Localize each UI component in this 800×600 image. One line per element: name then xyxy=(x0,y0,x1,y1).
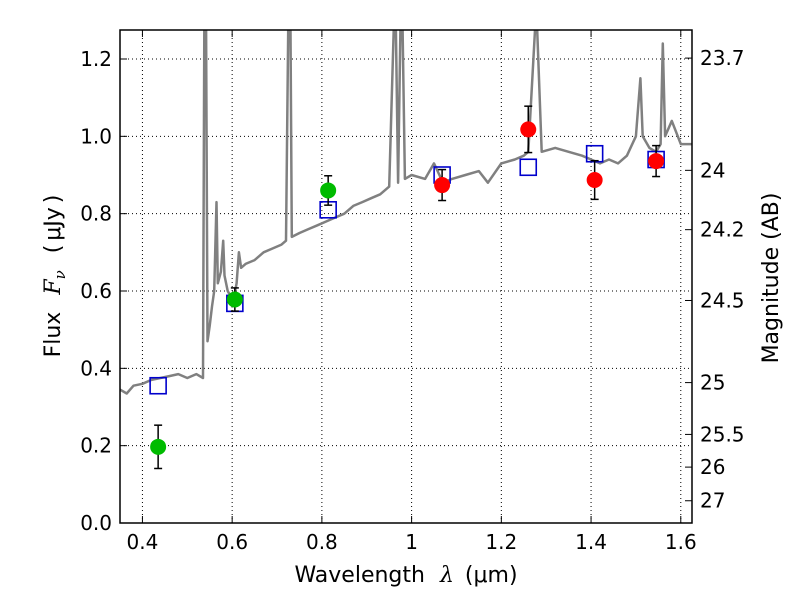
photometry-point xyxy=(434,177,451,194)
x-tick-label: 1 xyxy=(405,530,418,554)
template-spectrum xyxy=(120,30,692,395)
x-tick-label: 0.6 xyxy=(216,530,248,554)
y-tick-label: 0.4 xyxy=(80,356,112,380)
y2-tick-label: 27 xyxy=(700,489,725,513)
model-square-marker xyxy=(149,376,167,395)
photometry-point xyxy=(320,182,337,199)
x-tick-label: 0.4 xyxy=(127,530,159,554)
x-tick-label: 1.4 xyxy=(575,530,607,554)
y2-tick-label: 26 xyxy=(700,455,725,479)
axis-ticks: 0.4 0.6 0.8 1 1.2 1.4 1.6 0.0 0.2 0.4 0.6 0.8 1.0 1.2… xyxy=(80,30,745,554)
photometry-point xyxy=(520,121,537,138)
y-tick-label: 0.8 xyxy=(80,202,112,226)
x-tick-label: 1.2 xyxy=(485,530,517,554)
x-axis-label-text: Wavelength xyxy=(294,563,425,588)
spectrum-line xyxy=(120,30,692,395)
y2-axis-label: Magnitude (AB) xyxy=(759,193,784,364)
y-axis-symbol-sub: ν xyxy=(51,270,69,279)
y-axis-symbol: F xyxy=(41,279,66,296)
x-axis-label: Wavelength λ (μm) xyxy=(294,563,517,588)
y2-tick-label: 24.2 xyxy=(700,218,745,242)
y-tick-label: 0.6 xyxy=(80,279,112,303)
y-axis-label: Flux Fν (μJy) xyxy=(41,195,71,358)
model-square-marker xyxy=(519,158,538,177)
y2-tick-label: 25 xyxy=(700,371,725,395)
y-axis-label-text: Flux xyxy=(41,312,66,358)
y-axis-unit: μJy xyxy=(41,207,66,241)
x-axis-unit: μm xyxy=(474,563,509,588)
y-tick-label: 0.0 xyxy=(80,511,112,535)
photometry-point xyxy=(586,172,603,189)
y2-tick-label: 25.5 xyxy=(700,422,745,446)
y-tick-label: 0.2 xyxy=(80,434,112,458)
y2-tick-label: 23.7 xyxy=(700,46,745,70)
photometry-point xyxy=(226,291,243,308)
x-tick-label: 0.8 xyxy=(306,530,338,554)
x-axis-symbol: λ xyxy=(439,563,454,588)
plot-frame xyxy=(119,29,693,524)
x-tick-label: 1.6 xyxy=(665,530,697,554)
y2-tick-label: 24 xyxy=(700,158,725,182)
photometry-point xyxy=(648,153,665,170)
y-tick-label: 1.0 xyxy=(80,124,112,148)
photometry-points xyxy=(149,105,665,470)
photometry-point xyxy=(150,438,167,455)
y2-tick-label: 24.5 xyxy=(700,288,745,312)
y-tick-label: 1.2 xyxy=(80,47,112,71)
